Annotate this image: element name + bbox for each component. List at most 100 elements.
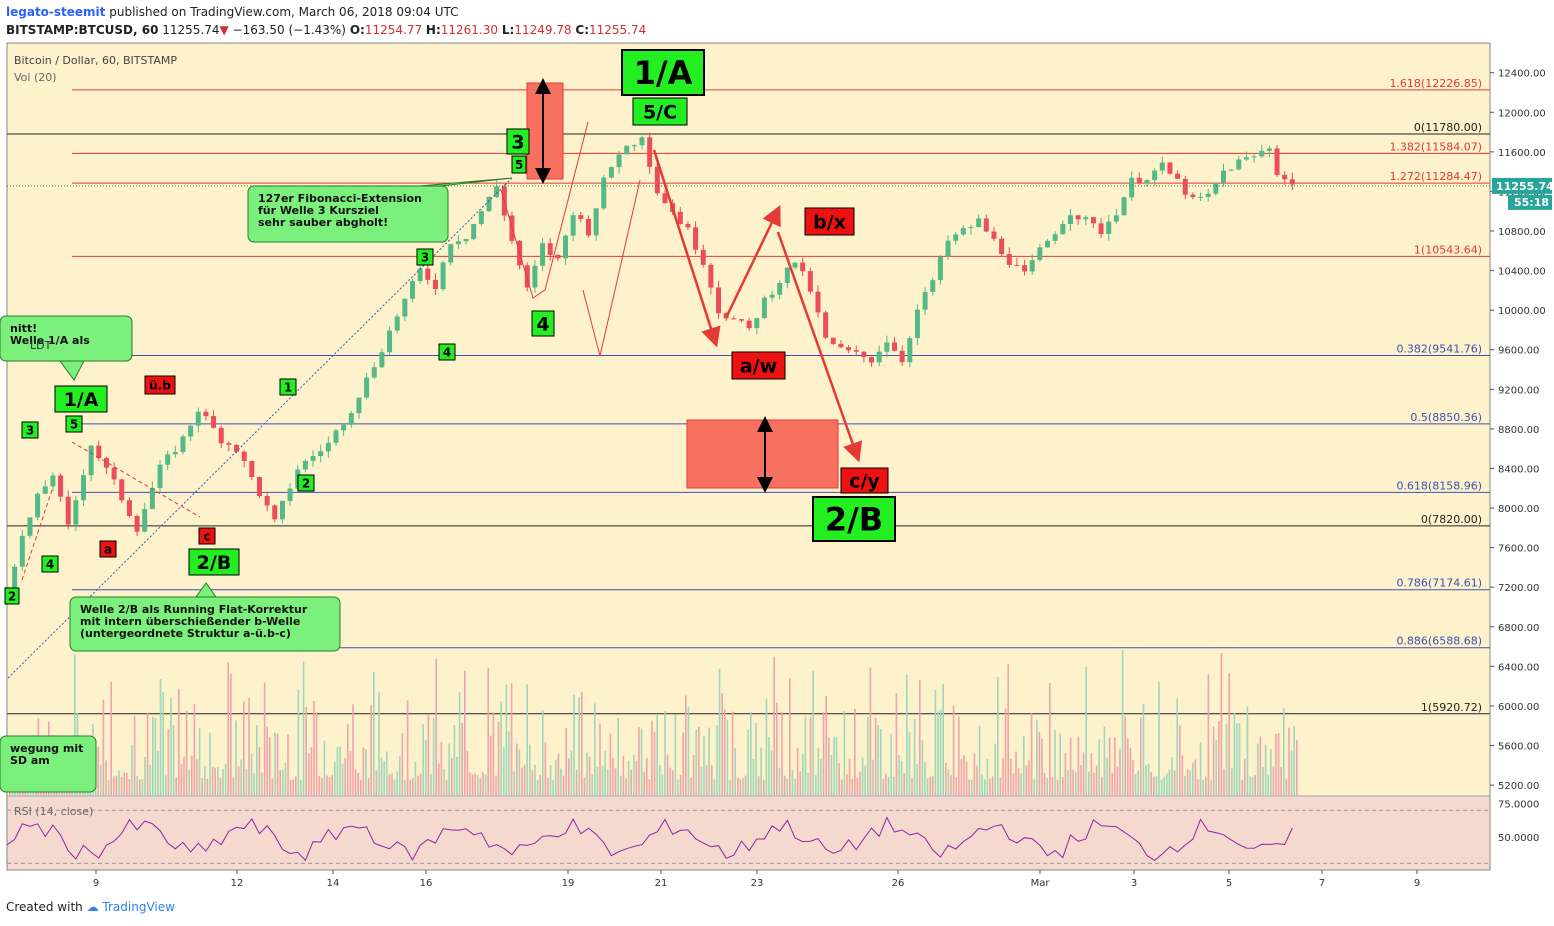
volume-bar [1127,738,1129,795]
volume-bar [573,694,575,795]
candle-body [601,177,607,209]
volume-bar [643,771,645,795]
label-aw-box [731,351,786,380]
volume-bar [1033,779,1035,795]
volume-bar [885,773,887,795]
volume-bar [1062,777,1064,795]
volume-bar [822,712,825,795]
x-tick-label: 26 [892,878,905,889]
l-label: L: [501,23,515,37]
volume-bar [984,779,986,795]
volume-bar [713,779,716,795]
volume-bar [1124,716,1126,795]
volume-bar [1283,708,1285,795]
candle-body [478,211,484,225]
candle-body [968,226,974,229]
volume-bar [1067,770,1069,795]
volume-bar [271,778,274,795]
volume-bar [227,662,229,795]
volume-bar [786,779,788,795]
label-c: c [198,527,216,545]
volume-bar [929,776,931,795]
label-wave-3-big: 3 [506,128,530,155]
volume-bar [1246,706,1249,795]
candle-body [486,196,492,212]
volume-bar [1017,767,1020,795]
volume-bar [409,779,411,795]
volume-bar [1054,730,1056,795]
volume-bar [1121,650,1124,795]
label-cy-text: c/y [849,470,880,492]
volume-bar [505,684,508,795]
volume-bar [191,755,193,795]
candle-body [471,224,477,240]
volume-bar [1244,758,1246,795]
volume-bar [1025,765,1028,795]
volume-bar [542,710,544,795]
volume-bar [783,775,786,795]
volume-bar [1163,777,1165,795]
volume-bar [1080,765,1082,795]
label-1A-small-text: 1/A [64,389,99,411]
candle-body [631,145,637,147]
candle-body [1274,148,1280,175]
candle-body [1136,177,1142,184]
label-a: a [99,540,117,558]
o-value: 11254.77 [364,23,423,37]
volume-bar [773,656,775,795]
label-aw-text: a/w [740,355,777,377]
candle-body [440,262,446,290]
label-wave-4-left-box [41,555,59,573]
volume-bar [586,752,588,795]
candle-body [333,430,339,443]
tradingview-brand[interactable]: TradingView [102,900,175,914]
candle-body [1006,254,1012,265]
left-note-top: nitt!Welle 1/A als [0,315,133,381]
volume-bar [152,716,154,795]
y-tick-label: 8800.00 [1498,425,1539,436]
author-link[interactable]: legato-steemit [6,5,106,19]
volume-bar [937,711,939,795]
volume-bar [778,768,781,795]
volume-bar [1296,740,1298,795]
volume-bar [1036,719,1038,795]
label-wave-4-big-text: 4 [536,313,549,335]
label-a-box [99,540,117,558]
tradingview-logo-icon: ☁ [86,900,99,914]
volume-bar [630,769,632,795]
x-tick-label: 9 [1414,878,1420,889]
label-ub-box [144,375,176,395]
y-tick-label: 6800.00 [1498,623,1539,634]
label-wave-3-left-box [21,421,39,439]
candle-body [983,218,989,232]
candle-body [761,297,767,319]
candle-body [394,316,400,331]
candle-body [1182,178,1188,195]
volume-bar [188,769,190,795]
volume-bar [110,681,112,795]
candle-body [807,271,813,292]
volume-bar [1103,726,1106,795]
price-change: −163.50 (−1.43%) [232,23,346,37]
fib-level-label: 0(7820.00) [1421,513,1482,526]
candle-body [1106,221,1112,235]
fib-extension-note-line: 127er Fibonacci-Extension [258,192,422,205]
volume-bar [224,764,227,795]
volume-bar [1041,738,1043,795]
volume-bar [544,742,547,795]
label-cy: c/y [840,467,889,494]
volume-bar [217,767,219,795]
candle-body [50,475,56,487]
volume-bar [523,764,526,795]
candle-body [1220,170,1226,183]
volume-bar [755,723,757,795]
volume-bar [1181,755,1184,795]
candle-body [1175,173,1181,179]
volume-bar [315,712,318,795]
volume-bar [1129,747,1132,795]
fib-level-label: 0.382(9541.76) [1396,342,1482,355]
volume-bar [107,779,110,795]
volume-bar [958,716,960,795]
volume-bar [721,693,723,795]
